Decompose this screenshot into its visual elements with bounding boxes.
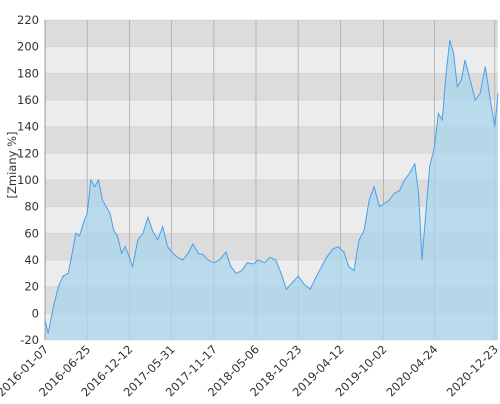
y-tick-label: 80 (24, 200, 39, 214)
grid-band (45, 46, 498, 74)
y-tick-label: 200 (17, 40, 39, 54)
y-tick-label: 220 (17, 13, 39, 27)
grid-band (45, 153, 498, 180)
x-tick-label: 2020-04-24 (383, 342, 440, 399)
line (44, 39, 499, 334)
grid-band (45, 100, 498, 127)
grid-band (45, 126, 498, 154)
y-tick-label: 100 (17, 173, 39, 187)
grid-band (45, 206, 498, 234)
y-tick-label: 140 (17, 120, 39, 134)
area (45, 40, 498, 340)
y-tick-label: 160 (17, 93, 39, 107)
y-tick-label: -20 (20, 333, 39, 347)
grid-band (45, 180, 498, 207)
grid-band (45, 20, 498, 47)
y-tick-label: 60 (24, 226, 39, 240)
y-tick-label: 40 (24, 253, 39, 267)
y-tick-label: 20 (24, 280, 39, 294)
y-tick-label: 0 (32, 306, 39, 320)
y-tick-label: 180 (17, 66, 39, 80)
x-tick-label: 2020-12-23 (444, 342, 500, 399)
y-axis-label: [Zmiany %] (5, 132, 19, 199)
y-tick-label: 120 (17, 146, 39, 160)
grid-band (45, 73, 498, 100)
